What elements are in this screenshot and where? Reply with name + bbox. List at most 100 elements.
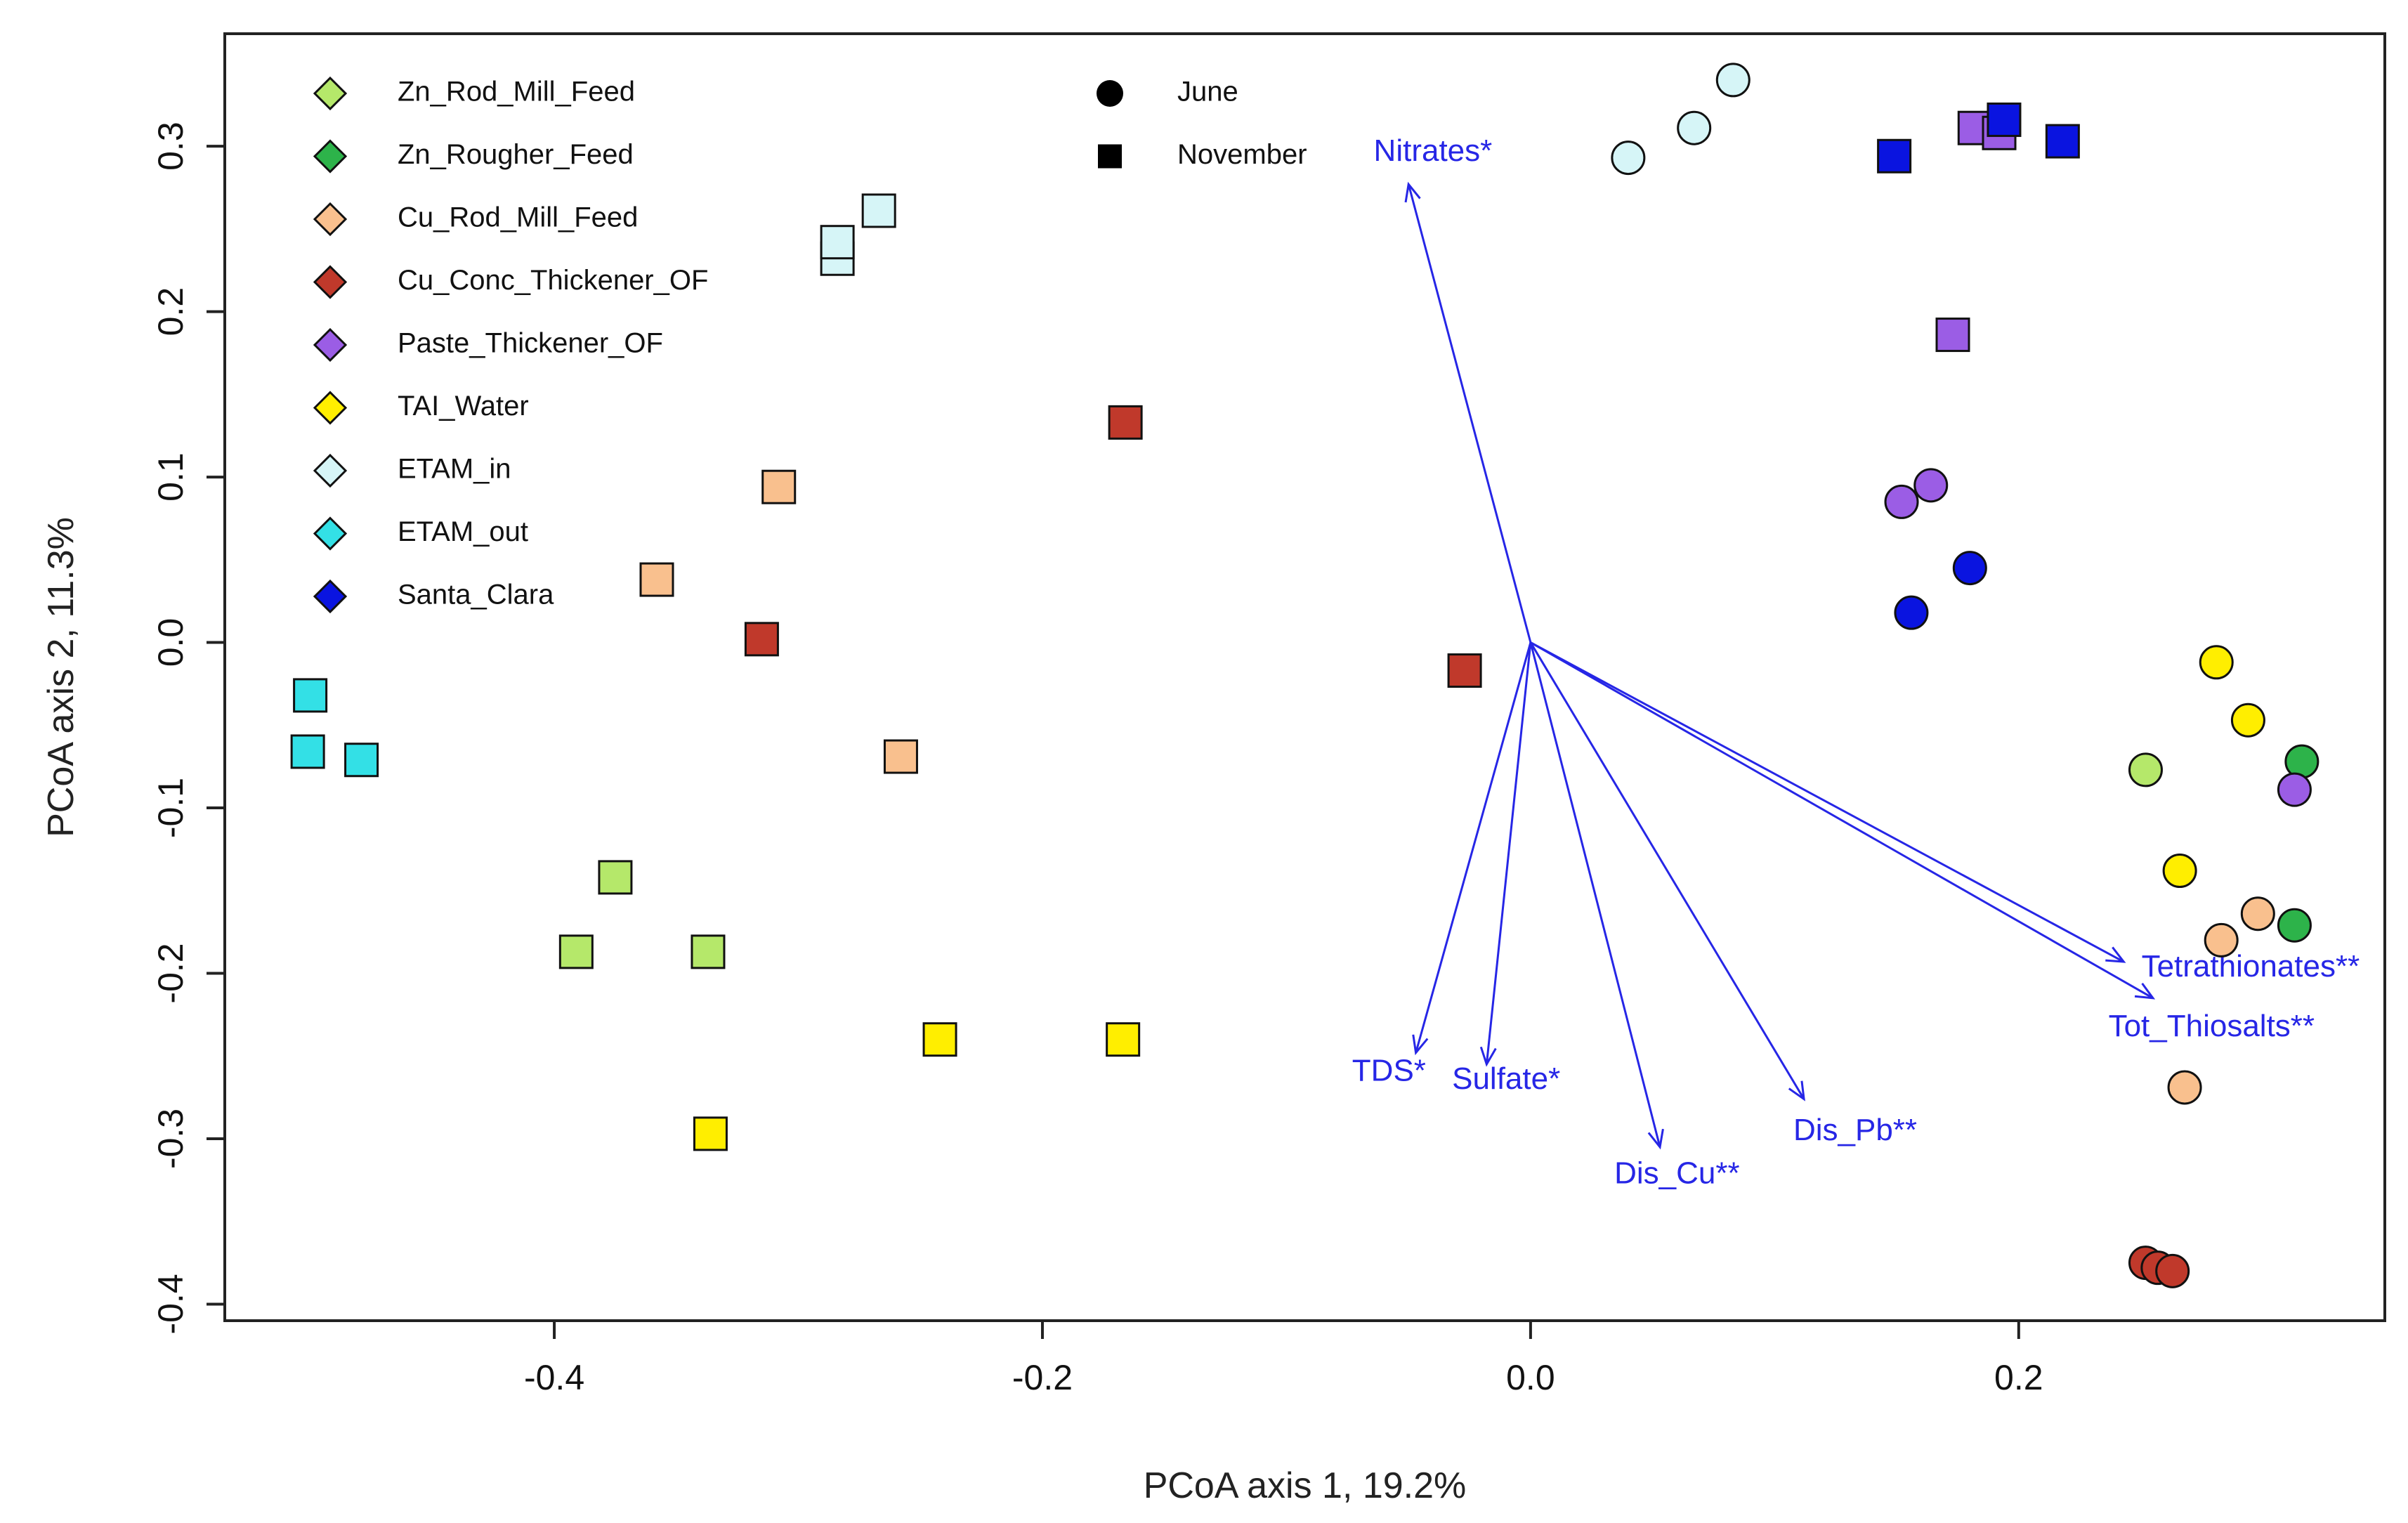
point-november [293, 678, 328, 713]
vector-line [1529, 642, 1661, 1148]
y-tick-label: 0.2 [151, 287, 190, 336]
vector-label: Dis_Pb** [1793, 1113, 1917, 1147]
vector-label: Dis_Cu** [1614, 1156, 1740, 1190]
point-june [2230, 702, 2265, 738]
point-june [2277, 772, 2312, 807]
vector-arrowhead [2134, 982, 2156, 1000]
point-june [1715, 63, 1751, 98]
vector-line [1485, 642, 1532, 1065]
point-november [744, 622, 779, 657]
vector-label: Tot_Thiosalts** [2109, 1009, 2315, 1043]
legend-label: TAI_Water [398, 391, 529, 421]
legend-label: Santa_Clara [398, 580, 554, 610]
vector-label: Tetrathionates** [2142, 949, 2360, 983]
points-layer [290, 63, 2319, 1288]
legend-diamond-icon [313, 391, 348, 425]
legend-label: Cu_Conc_Thickener_OF [398, 265, 708, 296]
x-tick-label: -0.4 [524, 1358, 584, 1397]
vector-arrowhead [1647, 1128, 1664, 1150]
y-tick-label: -0.2 [151, 943, 190, 1003]
point-june [2277, 908, 2312, 943]
point-november [883, 739, 918, 774]
vector-arrowhead [1788, 1080, 1805, 1102]
legend-label: Zn_Rod_Mill_Feed [398, 77, 635, 107]
legend-label: ETAM_out [398, 516, 528, 547]
y-tick-label: 0.3 [151, 122, 190, 171]
point-november [761, 469, 797, 504]
legend-label: ETAM_in [398, 454, 511, 485]
point-november [1877, 138, 1912, 174]
point-november [693, 1116, 728, 1151]
point-june [2155, 1253, 2190, 1288]
point-november [1987, 102, 2022, 137]
point-november [558, 934, 594, 969]
x-tick-label: 0.2 [1994, 1358, 2043, 1397]
point-november [1108, 405, 1143, 440]
point-november [598, 860, 633, 895]
vector-line [1530, 641, 2154, 1000]
vector-arrowhead [1412, 1034, 1429, 1056]
point-november [290, 734, 325, 769]
legend-diamond-icon [313, 202, 348, 237]
point-november [691, 934, 726, 969]
x-tick-label: 0.0 [1506, 1358, 1555, 1397]
legend-label: Zn_Rougher_Feed [398, 139, 634, 170]
legend-diamond-icon [313, 139, 348, 174]
vector-line [1415, 642, 1532, 1053]
point-june [2240, 896, 2275, 932]
point-june [2199, 645, 2234, 680]
y-tick-label: -0.4 [151, 1274, 190, 1334]
legend: Zn_Rod_Mill_Feed Zn_Rougher_Feed Cu_Rod_Mi… [313, 76, 1307, 614]
vector-label: TDS* [1352, 1053, 1426, 1087]
vector-line [1530, 641, 2124, 963]
legend-label: June [1177, 77, 1238, 107]
point-june [2204, 922, 2239, 957]
legend-label: Paste_Thickener_OF [398, 328, 663, 359]
point-june [1884, 484, 1919, 519]
y-tick-label: 0.0 [151, 618, 190, 667]
point-june [2167, 1070, 2202, 1105]
point-november [1106, 1022, 1141, 1057]
point-june [1677, 110, 1712, 145]
legend-diamond-icon [313, 265, 348, 299]
vector-line [1407, 183, 1532, 643]
point-june [1611, 140, 1646, 176]
vector-label: Sulfate* [1452, 1061, 1560, 1096]
axes-layer: -0.4 -0.2 0.0 0.2 -0.4 -0.3 -0.2 -0.1 0.0 0.1 0.2 0… [151, 122, 2043, 1397]
legend-diamond-icon [313, 516, 348, 551]
vector-line [1529, 641, 1805, 1100]
x-tick-label: -0.2 [1012, 1358, 1073, 1397]
legend-diamond-icon [313, 579, 348, 614]
legend-circle-icon [1097, 80, 1123, 107]
y-tick-label: -0.3 [151, 1109, 190, 1169]
point-november [820, 225, 855, 260]
legend-diamond-icon [313, 76, 348, 111]
plot-frame [223, 32, 2386, 1322]
point-june [2284, 744, 2319, 779]
point-june [1952, 551, 1987, 586]
y-axis-title: PCoA axis 2, 11.3% [41, 517, 81, 837]
vector-arrowhead [1479, 1046, 1497, 1067]
legend-square-icon [1098, 144, 1122, 169]
vector-arrowhead [1404, 181, 1421, 203]
vector-label: Nitrates* [1374, 133, 1493, 168]
point-november [639, 562, 674, 597]
point-june [1894, 595, 1929, 630]
point-november [344, 743, 379, 778]
y-tick-label: -0.1 [151, 778, 190, 838]
point-november [2045, 124, 2080, 159]
point-june [1913, 468, 1949, 503]
vector-arrowhead [2105, 946, 2126, 963]
point-june [2128, 752, 2163, 787]
point-november [922, 1022, 957, 1057]
x-axis-title: PCoA axis 1, 19.2% [1144, 1465, 1467, 1506]
legend-diamond-icon [313, 327, 348, 362]
legend-label: Cu_Rod_Mill_Feed [398, 202, 638, 233]
legend-diamond-icon [313, 453, 348, 488]
point-june [2162, 854, 2197, 889]
vector-layer: Nitrates* TDS* Sulfate* Dis_Cu** Dis_Pb** Tet… [1352, 133, 2360, 1190]
point-november [861, 193, 896, 228]
y-tick-label: 0.1 [151, 452, 190, 502]
